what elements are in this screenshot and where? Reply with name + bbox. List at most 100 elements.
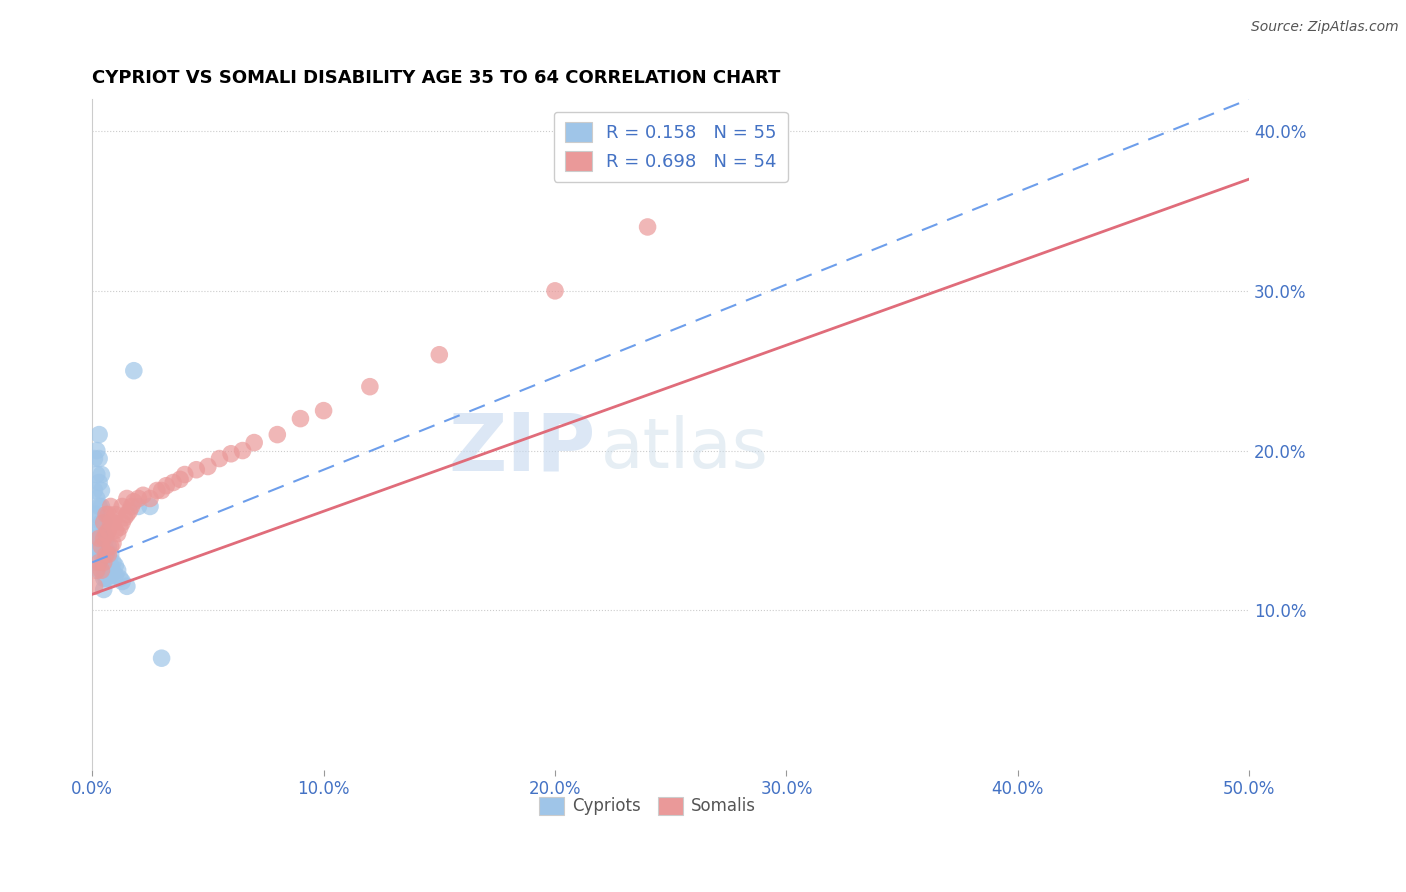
Point xyxy=(100,540,122,554)
Point xyxy=(107,526,129,541)
Point xyxy=(219,447,242,461)
Point xyxy=(83,483,105,498)
Point xyxy=(97,508,120,522)
Point xyxy=(114,510,136,524)
Point xyxy=(87,427,110,442)
Point xyxy=(118,504,141,518)
Point xyxy=(87,500,110,514)
Point xyxy=(107,563,129,577)
Point xyxy=(97,550,120,565)
Point xyxy=(94,552,117,566)
Point xyxy=(290,411,312,425)
Point xyxy=(90,500,112,514)
Point xyxy=(104,508,127,522)
Point xyxy=(150,483,173,498)
Point xyxy=(101,536,124,550)
Point xyxy=(104,568,127,582)
Point xyxy=(83,555,105,569)
Point xyxy=(97,548,120,562)
Point xyxy=(94,542,117,557)
Point xyxy=(93,516,115,530)
Point xyxy=(90,483,112,498)
Point xyxy=(155,479,177,493)
Point xyxy=(83,532,105,546)
Point xyxy=(139,491,162,506)
Point xyxy=(83,579,105,593)
Point xyxy=(115,491,138,506)
Point xyxy=(243,435,266,450)
Point xyxy=(104,524,127,538)
Point xyxy=(87,475,110,490)
Point xyxy=(122,494,145,508)
Point xyxy=(86,563,108,577)
Point xyxy=(100,568,122,582)
Point xyxy=(86,443,108,458)
Point xyxy=(101,565,124,579)
Point xyxy=(90,563,112,577)
Point xyxy=(87,563,110,577)
Point xyxy=(94,526,117,541)
Point xyxy=(162,475,184,490)
Point xyxy=(146,483,169,498)
Point xyxy=(312,403,335,417)
Point xyxy=(197,459,219,474)
Point xyxy=(427,348,450,362)
Point xyxy=(93,526,115,541)
Point xyxy=(97,571,120,585)
Point xyxy=(93,540,115,554)
Point xyxy=(100,558,122,573)
Point xyxy=(94,548,117,562)
Point xyxy=(83,508,105,522)
Text: CYPRIOT VS SOMALI DISABILITY AGE 35 TO 64 CORRELATION CHART: CYPRIOT VS SOMALI DISABILITY AGE 35 TO 6… xyxy=(93,69,780,87)
Point xyxy=(132,488,155,502)
Point xyxy=(97,562,120,576)
Point xyxy=(544,284,567,298)
Point xyxy=(83,451,105,466)
Point xyxy=(86,524,108,538)
Point xyxy=(86,491,108,506)
Point xyxy=(90,548,112,562)
Point xyxy=(93,582,115,597)
Point xyxy=(111,516,134,530)
Point xyxy=(94,508,117,522)
Point xyxy=(139,500,162,514)
Point xyxy=(266,427,288,442)
Point xyxy=(90,516,112,530)
Point xyxy=(108,571,131,585)
Point xyxy=(86,467,108,482)
Point xyxy=(232,443,254,458)
Point xyxy=(208,451,231,466)
Point xyxy=(186,463,208,477)
Point xyxy=(90,540,112,554)
Point xyxy=(100,500,122,514)
Point xyxy=(87,555,110,569)
Legend: Cypriots, Somalis: Cypriots, Somalis xyxy=(533,790,763,822)
Point xyxy=(173,467,195,482)
Point xyxy=(90,467,112,482)
Point xyxy=(86,508,108,522)
Text: atlas: atlas xyxy=(602,415,769,482)
Point xyxy=(87,524,110,538)
Point xyxy=(637,219,659,234)
Point xyxy=(87,542,110,557)
Point xyxy=(101,555,124,569)
Text: ZIP: ZIP xyxy=(449,409,596,487)
Point xyxy=(127,491,149,506)
Point xyxy=(93,550,115,565)
Point xyxy=(108,520,131,534)
Point xyxy=(97,524,120,538)
Point xyxy=(115,508,138,522)
Point xyxy=(359,379,381,393)
Point xyxy=(111,574,134,589)
Point xyxy=(87,532,110,546)
Point xyxy=(93,571,115,585)
Point xyxy=(115,579,138,593)
Point xyxy=(127,500,149,514)
Point xyxy=(111,500,134,514)
Point xyxy=(90,532,112,546)
Point xyxy=(121,500,143,514)
Point xyxy=(93,555,115,569)
Point xyxy=(101,516,124,530)
Point xyxy=(87,451,110,466)
Point xyxy=(150,651,173,665)
